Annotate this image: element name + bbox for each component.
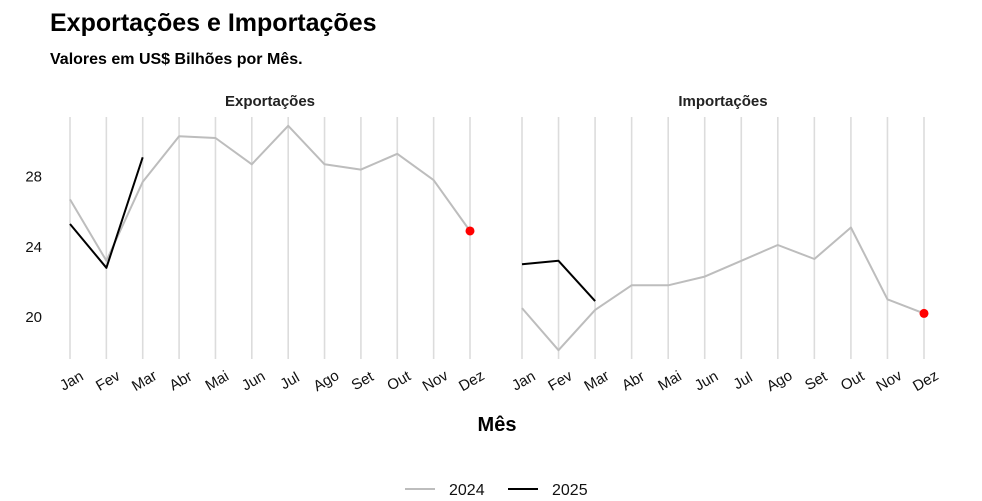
series-line-2024 (69, 124, 471, 262)
x-tick-label: Jun (692, 368, 721, 395)
x-tick-label: Abr (166, 368, 195, 394)
x-tick-label: Nov (420, 367, 452, 395)
x-tick-label: Abr (619, 368, 648, 394)
y-tick-label: 20 (25, 309, 42, 326)
x-tick-label: Set (802, 368, 831, 394)
chart-subtitle: Valores em US$ Bilhões por Mês. (50, 51, 303, 68)
x-tick-label: Jan (509, 368, 538, 395)
series-line-2025 (521, 259, 596, 302)
series-line-2024 (521, 226, 925, 352)
x-tick-label: Out (838, 367, 868, 394)
x-tick-label: Fev (545, 367, 576, 394)
x-tick-label: Mar (581, 367, 612, 395)
x-tick-label: Out (384, 367, 414, 394)
x-tick-label: Fev (93, 367, 124, 394)
x-tick-label: Mar (129, 367, 160, 395)
x-tick-label: Nov (873, 367, 905, 395)
x-tick-label: Jul (730, 369, 755, 393)
x-tick-label: Dez (456, 367, 488, 395)
highlight-point (919, 308, 929, 318)
x-tick-label: Ago (310, 367, 342, 395)
x-tick-label: Jul (277, 369, 302, 393)
chart-title: Exportações e Importações (50, 9, 377, 37)
x-tick-label: Dez (910, 367, 942, 395)
y-tick-label: 28 (25, 169, 42, 186)
panel-title: Exportações (225, 93, 315, 110)
legend-label: 2024 (449, 482, 485, 499)
x-axis-label: Mês (478, 414, 517, 436)
legend-label: 2025 (552, 482, 588, 499)
x-tick-label: Jan (57, 368, 86, 395)
y-tick-label: 24 (25, 239, 42, 256)
x-tick-label: Ago (764, 367, 796, 395)
highlight-point (465, 226, 475, 236)
x-tick-label: Mai (202, 368, 231, 395)
panel-title: Importações (678, 93, 767, 110)
x-tick-label: Mai (655, 368, 684, 395)
x-tick-label: Jun (239, 368, 268, 395)
series-line-2025 (69, 156, 144, 269)
x-tick-label: Set (349, 368, 378, 394)
